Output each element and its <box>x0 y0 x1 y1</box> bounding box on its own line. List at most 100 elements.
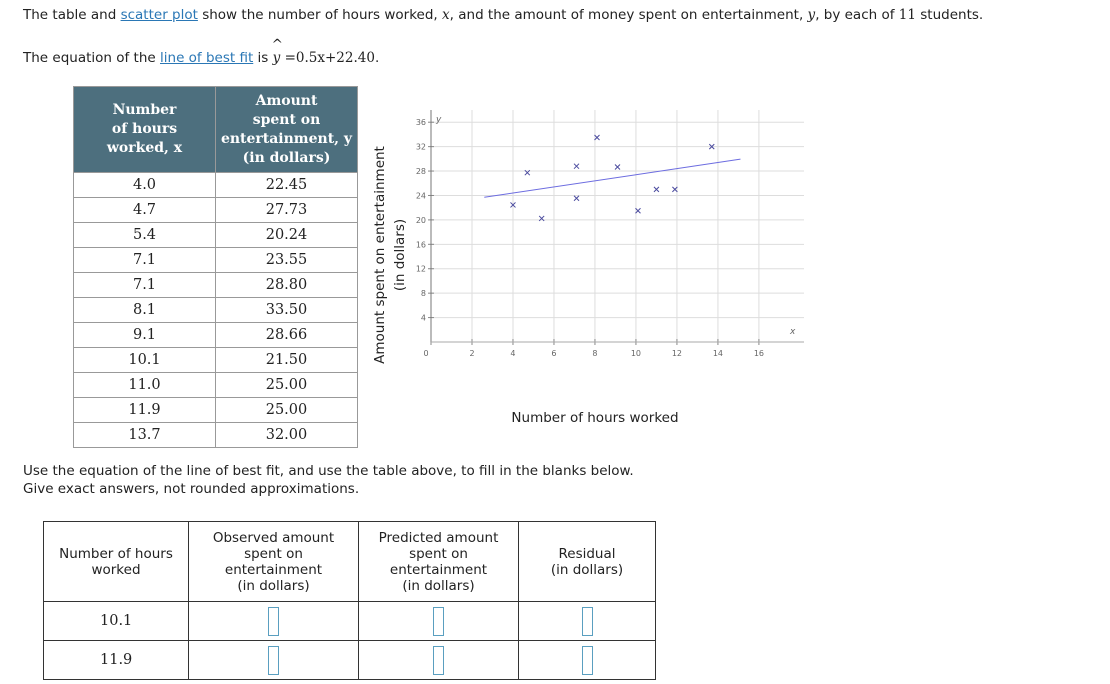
cell: 25.00 <box>215 372 358 398</box>
point <box>573 195 580 202</box>
y-axis-label: (in dollars) <box>392 219 408 291</box>
text: is <box>253 50 273 66</box>
cell: 13.7 <box>73 422 216 448</box>
link[interactable]: scatter plot <box>120 7 198 23</box>
input-box[interactable] <box>268 645 279 675</box>
cell: 4.0 <box>73 172 216 198</box>
point <box>635 207 641 214</box>
header-line: (in dollars) <box>242 149 331 166</box>
cell <box>358 640 519 680</box>
header-line: (in dollars) <box>237 577 310 594</box>
variable: y <box>272 50 281 66</box>
point <box>708 143 715 150</box>
header-line: spent on <box>244 545 303 562</box>
header-line: (in dollars) <box>550 561 624 578</box>
x-tick-label: 2 <box>469 349 474 358</box>
input-box[interactable] <box>433 606 444 636</box>
number: 11 <box>898 7 916 23</box>
row: 9.1 28.66 <box>73 322 358 348</box>
formula: 0.5x+22.40 <box>295 50 375 66</box>
cell <box>358 601 519 641</box>
y-tick-label: 20 <box>416 216 426 225</box>
row: 11.9 <box>43 640 656 680</box>
x-axis-label: Number of hours worked <box>511 410 678 426</box>
variable: x <box>442 7 450 23</box>
y-tick-label: 8 <box>421 289 426 298</box>
cell <box>518 601 656 641</box>
y-hat: ^ y <box>272 37 283 66</box>
row: 10.1 21.50 <box>73 347 358 373</box>
cell: 10.1 <box>43 601 189 641</box>
equation: The equation of the line of best fit is … <box>23 37 380 66</box>
cell: 25.00 <box>215 397 358 423</box>
x-tick-label: 0 <box>423 349 428 358</box>
y-tick-label: 12 <box>416 265 426 274</box>
cell: 28.66 <box>215 322 358 348</box>
row: 7.1 23.55 <box>73 247 358 273</box>
hat: ^ <box>271 37 283 53</box>
y-tick-label: 24 <box>416 191 426 200</box>
header-cell: Amount spent on entertainment, y (in dollar… <box>215 86 358 173</box>
input-box[interactable] <box>581 606 593 636</box>
cell: 11.9 <box>43 640 189 680</box>
x-tick-label: 6 <box>551 349 556 358</box>
cell: 10.1 <box>73 347 216 373</box>
header-line: entertainment, y <box>220 130 353 147</box>
header-line: worked <box>91 561 141 578</box>
header-line: Number <box>112 102 177 118</box>
header-line: spent on <box>252 111 321 128</box>
header-line: Observed amount <box>212 529 335 546</box>
point <box>573 163 580 170</box>
instructions: Use the equation of the line of best fit… <box>23 462 634 498</box>
cell: 20.24 <box>215 222 358 248</box>
text: The equation of the <box>23 50 161 66</box>
cell <box>518 640 656 680</box>
row: 4.7 27.73 <box>73 197 358 223</box>
point <box>672 186 678 193</box>
cell: 9.1 <box>73 322 216 348</box>
row: 8.1 33.50 <box>73 297 358 323</box>
header-line: Amount <box>255 92 318 109</box>
link[interactable]: line of best fit <box>160 50 254 66</box>
input-box[interactable] <box>433 645 444 675</box>
row: 13.7 32.00 <box>73 422 358 448</box>
best-fit-line <box>484 158 741 198</box>
point <box>614 164 621 170</box>
input-box[interactable] <box>581 645 593 675</box>
y-tick-label: 28 <box>416 167 426 176</box>
y-axis-label: Amount spent on entertainment <box>372 146 388 364</box>
y-tick-label: 16 <box>416 240 426 249</box>
text: Give exact answers, not rounded approxim… <box>23 481 360 497</box>
text: , and the amount of money spent on enter… <box>449 7 808 23</box>
text: = <box>284 50 296 66</box>
text: show the number of hours worked, <box>197 7 443 23</box>
text: . <box>374 50 380 66</box>
header-line: (in dollars) <box>402 577 475 594</box>
header-cell: Observed amount spent on entertainment (in … <box>188 521 359 602</box>
point <box>510 202 516 208</box>
y-tick-label: 4 <box>421 314 426 323</box>
header-line: entertainment <box>224 561 323 578</box>
cell: 21.50 <box>215 347 358 373</box>
hours-value: 11.9 <box>100 652 133 668</box>
text: Use the equation of the line of best fit… <box>23 463 634 479</box>
point <box>653 186 660 193</box>
input-box[interactable] <box>268 606 279 636</box>
x-tick-label: 4 <box>510 349 515 358</box>
header-line: Number of hours <box>59 545 173 562</box>
x-tick-label: 10 <box>631 349 641 358</box>
row: 7.1 28.80 <box>73 272 358 298</box>
header-cell: Number of hours worked <box>43 521 189 602</box>
x-axis-letter: x <box>789 327 796 337</box>
header-line: worked, x <box>106 140 183 156</box>
row: 4.0 22.45 <box>73 172 358 198</box>
cell: 7.1 <box>73 272 216 298</box>
hours-value: 10.1 <box>100 613 133 629</box>
y-tick-label: 32 <box>416 143 426 152</box>
header-line: spent on <box>409 545 468 562</box>
text: The table and <box>23 7 121 23</box>
row: 11.9 25.00 <box>73 397 358 423</box>
x-tick-label: 12 <box>672 349 682 358</box>
data-table: Number of hours worked, x Amount spent on ent… <box>73 86 358 448</box>
